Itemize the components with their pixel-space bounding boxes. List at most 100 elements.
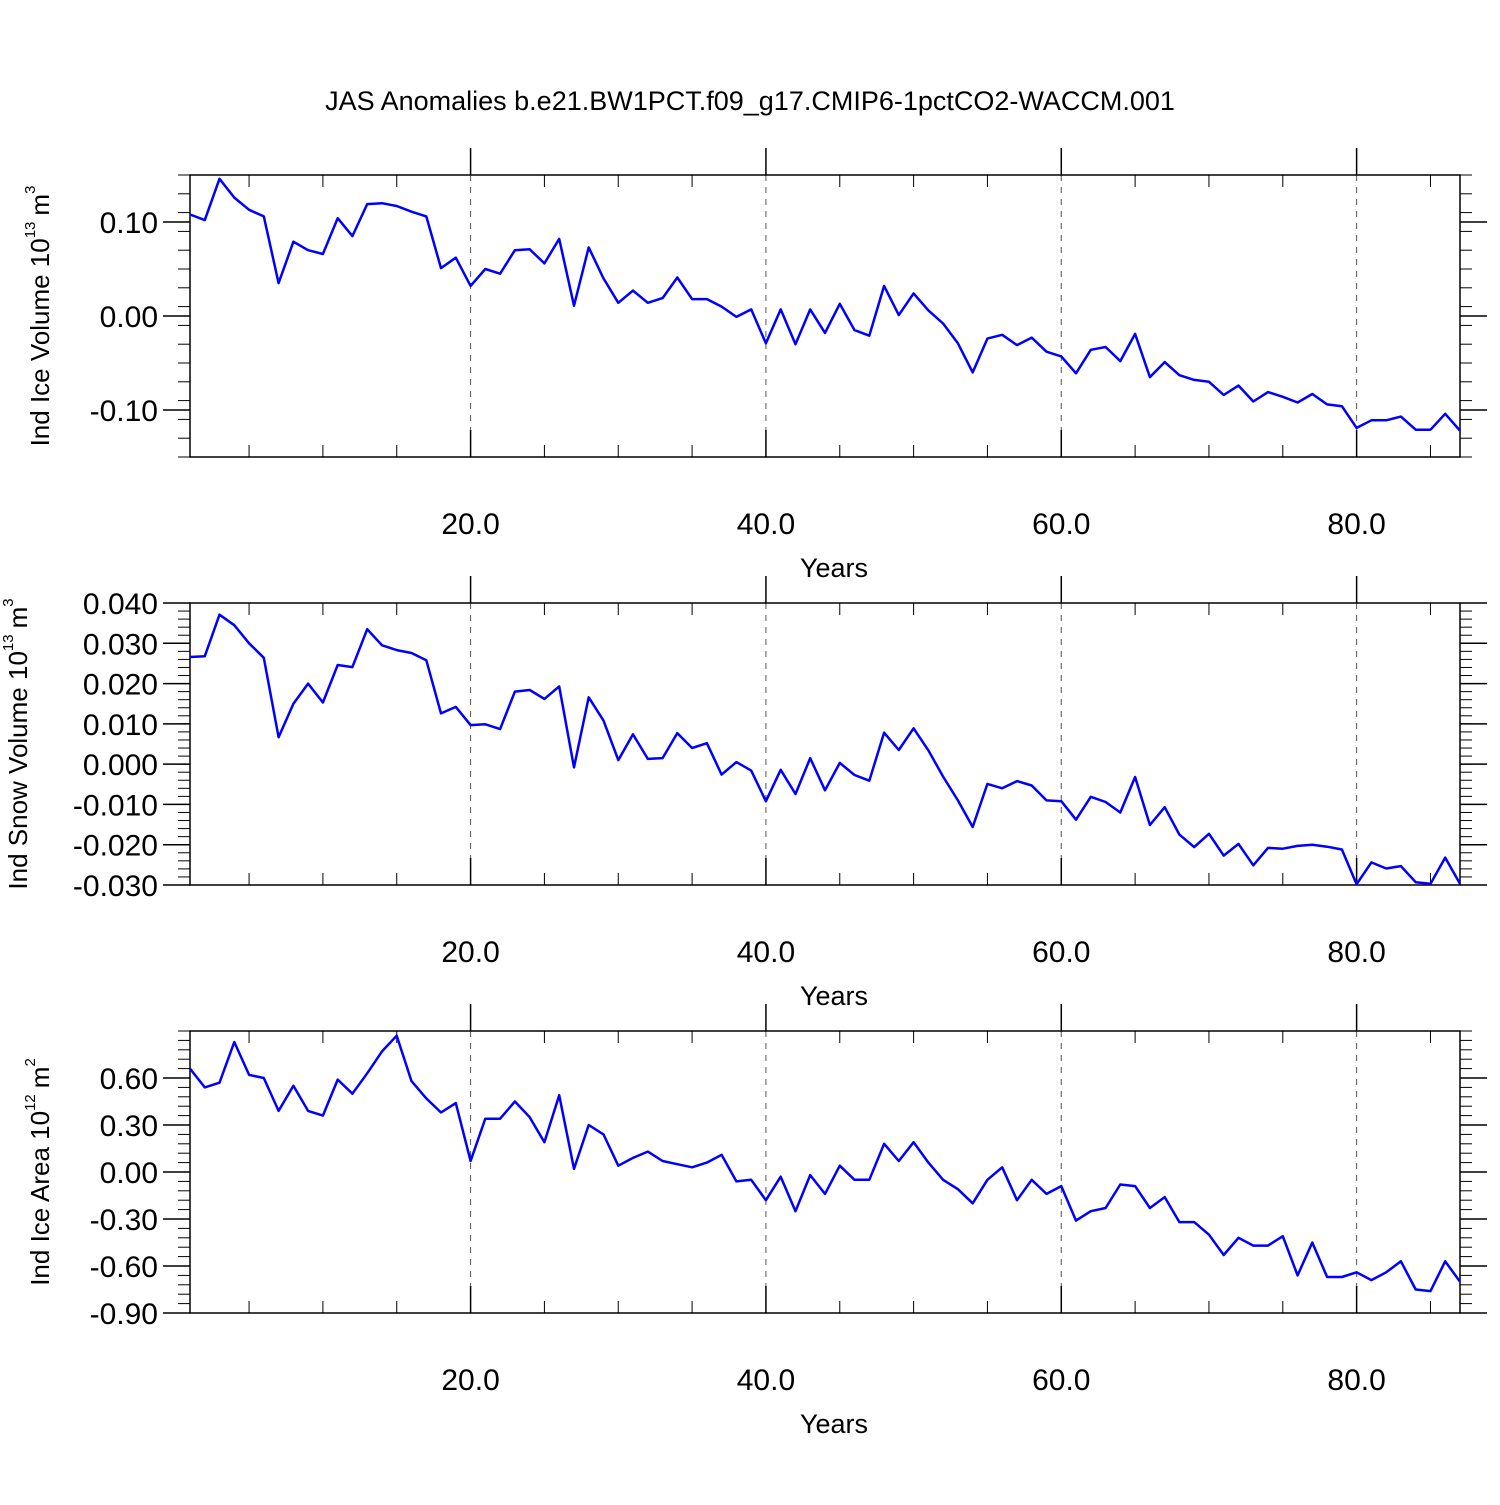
data-point (499, 728, 501, 730)
data-point (1208, 833, 1210, 835)
data-point (514, 1100, 516, 1102)
data-point (529, 689, 531, 691)
data-point (647, 1150, 649, 1152)
x-tick-label: 80.0 (1327, 508, 1385, 541)
data-point (499, 273, 501, 275)
data-point (1400, 1260, 1402, 1262)
data-point (824, 332, 826, 334)
data-point (351, 235, 353, 237)
data-point (1459, 430, 1461, 432)
data-point (1311, 1241, 1313, 1243)
data-point (351, 666, 353, 668)
x-tick-label: 20.0 (441, 508, 499, 541)
y-tick-label: 0.10 (100, 207, 158, 240)
data-point (735, 316, 737, 318)
data-point (957, 1188, 959, 1190)
data-point (853, 774, 855, 776)
data-point (292, 1085, 294, 1087)
data-point (558, 1094, 560, 1096)
data-point (337, 217, 339, 219)
data-point (1075, 372, 1077, 374)
data-point (248, 1074, 250, 1076)
data-point (1016, 1199, 1018, 1201)
data-point (1385, 419, 1387, 421)
data-point (1237, 384, 1239, 386)
data-point (425, 659, 427, 661)
data-point (868, 1179, 870, 1181)
data-point (1415, 881, 1417, 883)
data-point (927, 749, 929, 751)
data-point (189, 1067, 191, 1069)
data-point (1237, 843, 1239, 845)
x-tick-label: 40.0 (737, 508, 795, 541)
y-tick-label: 0.000 (83, 749, 158, 782)
data-point (839, 762, 841, 764)
data-point (263, 1077, 265, 1079)
data-point (1001, 334, 1003, 336)
data-point (277, 282, 279, 284)
data-point (1296, 1274, 1298, 1276)
data-point (986, 1179, 988, 1181)
y-tick-label: -0.90 (90, 1298, 158, 1331)
data-point (617, 759, 619, 761)
data-point (750, 1179, 752, 1181)
data-point (440, 1111, 442, 1113)
data-point (661, 757, 663, 759)
data-point (750, 769, 752, 771)
y-axis-label: Ind Ice Volume 1013 m3 (22, 186, 55, 447)
data-point (588, 696, 590, 698)
data-point (1119, 360, 1121, 362)
data-point (233, 196, 235, 198)
data-point (1045, 351, 1047, 353)
data-point (558, 238, 560, 240)
data-point (1326, 846, 1328, 848)
data-point (794, 793, 796, 795)
data-point (898, 314, 900, 316)
y-axis-label: Ind Snow Volume 1013 m3 (0, 598, 33, 889)
data-point (1016, 780, 1018, 782)
panel-2: 20.0 40.0 60.0 80.0 0.040 0.030 0.020 0.010 0.00… (0, 576, 1487, 1011)
x-tick-label: 20.0 (441, 1364, 499, 1397)
data-point (543, 698, 545, 700)
data-point (809, 757, 811, 759)
data-point (366, 628, 368, 630)
x-axis-label: Years (800, 981, 868, 1011)
data-point (307, 1110, 309, 1112)
y-label-unit: m (25, 1067, 55, 1089)
data-point (484, 1118, 486, 1120)
data-point (942, 322, 944, 324)
data-point (942, 1179, 944, 1181)
data-point (455, 1102, 457, 1104)
data-point (632, 289, 634, 291)
data-point (366, 1072, 368, 1074)
data-point (1415, 1288, 1417, 1290)
data-point (307, 249, 309, 251)
data-point (1444, 413, 1446, 415)
y-label-text: Ind Ice Volume 10 (25, 238, 55, 446)
data-point (322, 253, 324, 255)
data-point (1164, 361, 1166, 363)
data-point (1326, 1276, 1328, 1278)
data-point (912, 1141, 914, 1143)
y-tick-label: 0.020 (83, 669, 158, 702)
data-point (1429, 429, 1431, 431)
y-axis-label: Ind Ice Area 1012 m2 (22, 1058, 55, 1286)
data-point (1045, 1193, 1047, 1195)
data-point (883, 732, 885, 734)
x-tick-label: 40.0 (737, 1364, 795, 1397)
data-point (410, 211, 412, 213)
data-point (1282, 396, 1284, 398)
data-point (957, 799, 959, 801)
data-point (514, 690, 516, 692)
data-point (499, 1118, 501, 1120)
data-point (1385, 1271, 1387, 1273)
y-tick-label: 0.00 (100, 1157, 158, 1190)
data-point (1134, 1185, 1136, 1187)
data-point (322, 1114, 324, 1116)
data-point (573, 305, 575, 307)
data-point (1444, 1260, 1446, 1262)
data-point (706, 742, 708, 744)
data-point (218, 614, 220, 616)
data-point (277, 1110, 279, 1112)
data-point (1355, 1271, 1357, 1273)
